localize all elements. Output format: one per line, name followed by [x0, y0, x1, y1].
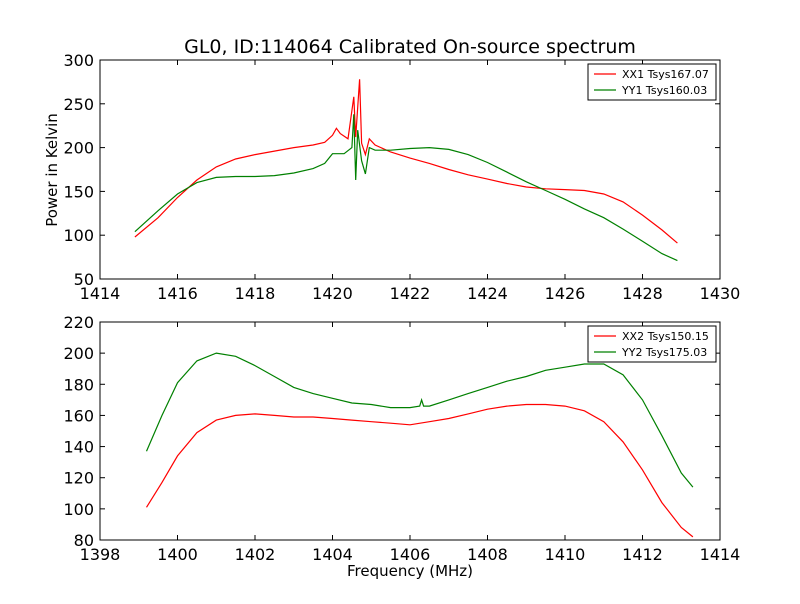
y-tick-label: 220 [63, 313, 94, 332]
x-tick-label: 1412 [622, 545, 663, 564]
x-tick-label: 1430 [700, 284, 741, 303]
series-line-xx2 [145, 403, 694, 538]
chart-title: GL0, ID:114064 Calibrated On-source spec… [184, 36, 636, 58]
legend-box [587, 325, 717, 363]
top-panel-ticks: 1414 1416 1418 1420 1422 1424 1426 1428 1430 50 10… [63, 51, 740, 303]
y-tick-label: 160 [63, 406, 94, 425]
x-tick-label: 1406 [390, 545, 431, 564]
x-tick-label: 1410 [545, 545, 586, 564]
y-tick-label: 250 [63, 95, 94, 114]
series-line-yy1 [134, 114, 678, 262]
series-line-xx1 [134, 79, 678, 244]
x-axis-label: Frequency (MHz) [347, 562, 473, 580]
x-tick-label: 1414 [80, 284, 121, 303]
y-tick-label: 140 [63, 438, 94, 457]
y-tick-label: 50 [74, 270, 94, 289]
x-tick-label: 1398 [80, 545, 121, 564]
x-tick-label: 1414 [700, 545, 741, 564]
x-tick-label: 1408 [467, 545, 508, 564]
top-y-axis-label: Power in Kelvin [43, 113, 61, 227]
y-tick-label: 120 [63, 469, 94, 488]
y-tick-label: 100 [63, 500, 94, 519]
top-panel-legend: XX1 Tsys167.07 YY1 Tsys160.03 [587, 63, 717, 101]
y-tick-label: 150 [63, 182, 94, 201]
top-panel: 1414 1416 1418 1420 1422 1424 1426 1428 1430 50 10… [43, 51, 740, 303]
series-line-yy2 [145, 352, 694, 488]
legend-label: XX1 Tsys167.07 [622, 68, 709, 81]
x-tick-label: 1420 [312, 284, 353, 303]
x-tick-label: 1422 [390, 284, 431, 303]
top-panel-series [134, 79, 678, 262]
x-tick-label: 1404 [312, 545, 353, 564]
x-tick-label: 1426 [545, 284, 586, 303]
x-tick-label: 1424 [467, 284, 508, 303]
bottom-panel: 1398 1400 1402 1404 1406 1408 1410 1412 1414 80 10… [63, 313, 740, 580]
x-tick-label: 1418 [235, 284, 276, 303]
y-tick-label: 300 [63, 51, 94, 70]
y-tick-label: 180 [63, 375, 94, 394]
y-tick-label: 200 [63, 344, 94, 363]
bottom-panel-ticks: 1398 1400 1402 1404 1406 1408 1410 1412 1414 80 10… [63, 313, 740, 564]
legend-label: YY2 Tsys175.03 [621, 346, 707, 359]
legend-label: YY1 Tsys160.03 [621, 84, 707, 97]
x-tick-label: 1402 [235, 545, 276, 564]
y-tick-label: 100 [63, 226, 94, 245]
x-tick-label: 1428 [622, 284, 663, 303]
y-tick-label: 200 [63, 139, 94, 158]
bottom-panel-series [145, 352, 694, 538]
x-tick-label: 1416 [157, 284, 198, 303]
y-tick-label: 80 [74, 531, 94, 550]
x-tick-label: 1400 [157, 545, 198, 564]
legend-label: XX2 Tsys150.15 [622, 330, 709, 343]
bottom-panel-legend: XX2 Tsys150.15 YY2 Tsys175.03 [587, 325, 717, 363]
legend-box [587, 63, 717, 101]
